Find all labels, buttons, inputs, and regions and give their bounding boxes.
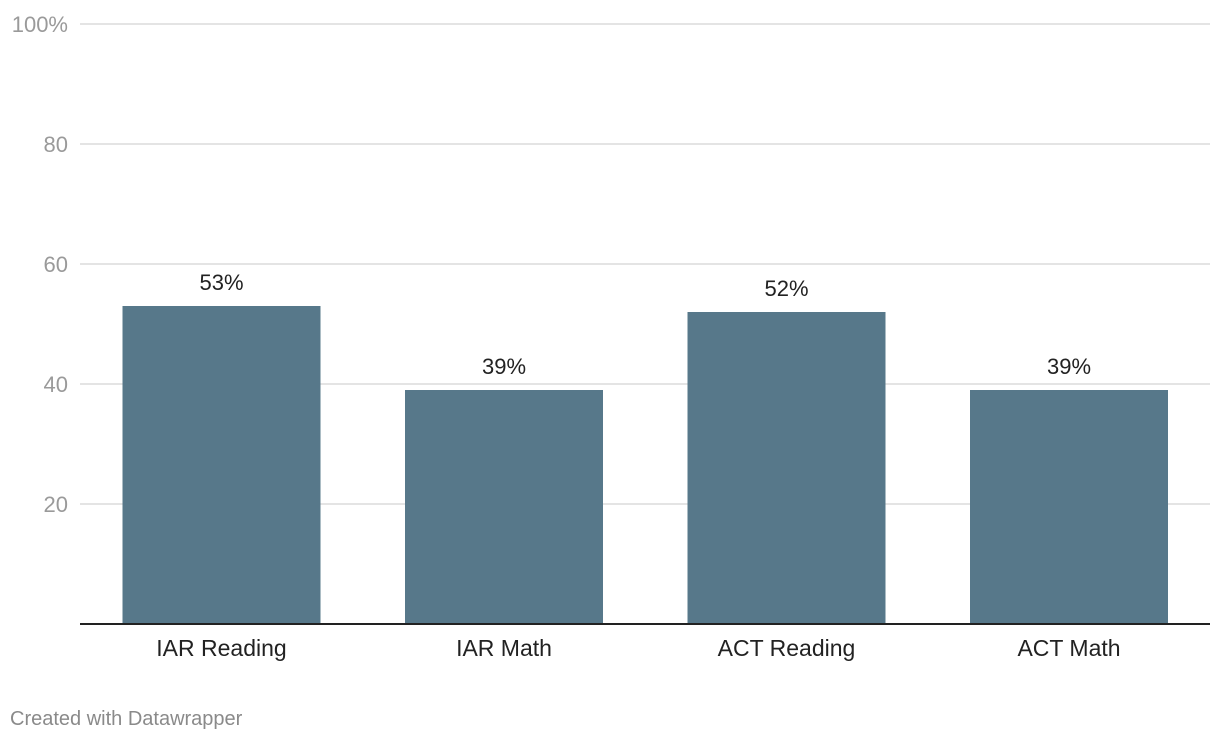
- x-tick-label: ACT Reading: [718, 635, 856, 661]
- y-tick-label: 100%: [12, 12, 68, 37]
- footer-credit: Created with Datawrapper: [10, 708, 243, 730]
- x-tick-label: IAR Math: [456, 635, 552, 661]
- y-axis-ticks: 20 40 60 80 100%: [12, 12, 68, 517]
- bar-value-label: 53%: [199, 270, 243, 295]
- y-tick-label: 80: [44, 132, 68, 157]
- bar: [970, 390, 1168, 624]
- bar: [687, 312, 886, 624]
- bars: [122, 306, 1168, 624]
- bar-value-label: 52%: [764, 276, 808, 301]
- y-tick-label: 40: [44, 372, 68, 397]
- y-tick-label: 20: [44, 492, 68, 517]
- value-labels: 53% 39% 52% 39%: [199, 270, 1091, 379]
- bar: [405, 390, 603, 624]
- bar-value-label: 39%: [1047, 354, 1091, 379]
- bar-value-label: 39%: [482, 354, 526, 379]
- x-axis-ticks: IAR Reading IAR Math ACT Reading ACT Math: [156, 635, 1120, 661]
- y-tick-label: 60: [44, 252, 68, 277]
- x-tick-label: ACT Math: [1017, 635, 1120, 661]
- x-tick-label: IAR Reading: [156, 635, 286, 661]
- bar: [122, 306, 321, 624]
